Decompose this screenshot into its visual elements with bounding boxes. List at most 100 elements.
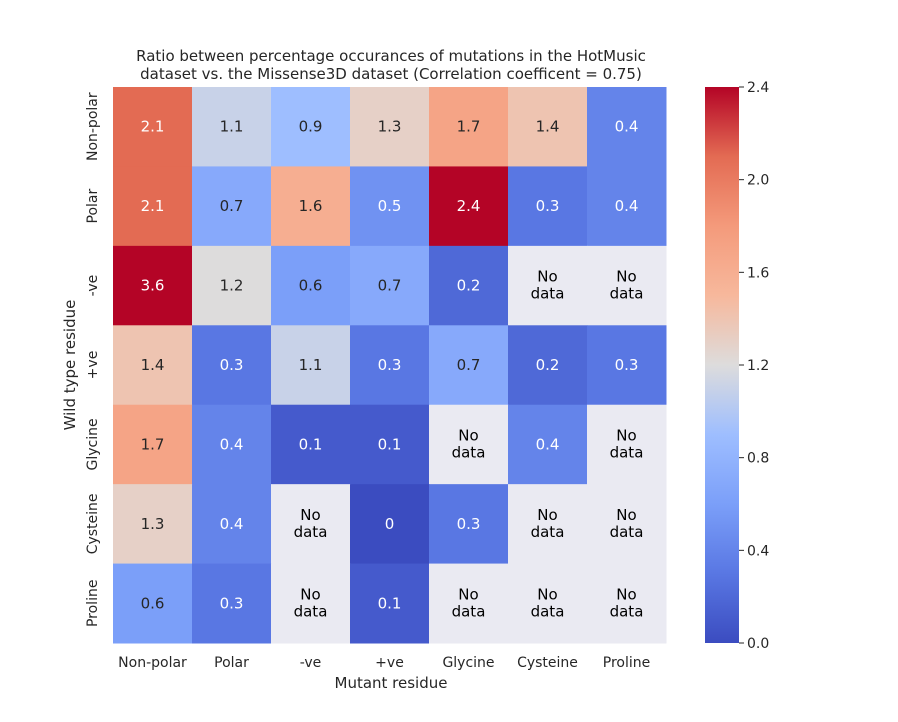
cell-value-label: 1.3 bbox=[141, 515, 165, 533]
heatmap-cell bbox=[508, 166, 588, 247]
heatmap-cell bbox=[271, 87, 351, 167]
heatmap-cell bbox=[429, 325, 509, 406]
cell-value-label: 0.6 bbox=[141, 594, 165, 612]
cell-value-label: 0.3 bbox=[457, 515, 481, 533]
y-tick-label: +ve bbox=[85, 351, 101, 380]
cell-value-label: No data bbox=[531, 506, 565, 541]
cell-value-label: No data bbox=[531, 268, 565, 303]
heatmap-cell bbox=[429, 166, 509, 247]
chart-title-line-1: Ratio between percentage occurances of m… bbox=[136, 47, 646, 65]
cell-value-label: No data bbox=[531, 585, 565, 620]
heatmap-cell bbox=[587, 325, 667, 406]
heatmap-cell bbox=[271, 166, 351, 247]
heatmap-cell bbox=[508, 87, 588, 167]
x-axis-label: Mutant residue bbox=[335, 674, 448, 692]
cell-value-label: 2.4 bbox=[457, 197, 481, 215]
colorbar-tick-label: 0.8 bbox=[747, 451, 769, 467]
cell-value-label: 0.5 bbox=[378, 197, 402, 215]
heatmap-cell-missing bbox=[429, 404, 509, 485]
cell-value-label: 1.1 bbox=[220, 118, 244, 136]
cell-value-label: 0.4 bbox=[536, 435, 560, 453]
heatmap-cell-missing bbox=[587, 563, 667, 644]
colorbar-tick-label: 1.2 bbox=[747, 358, 769, 374]
heatmap-cell bbox=[192, 245, 272, 326]
cell-value-label: No data bbox=[610, 426, 644, 461]
heatmap-cell bbox=[113, 325, 193, 406]
x-tick-label: Cysteine bbox=[517, 655, 578, 671]
x-tick-label: +ve bbox=[375, 655, 404, 671]
cell-value-label: 0.1 bbox=[378, 435, 402, 453]
heatmap-cell bbox=[587, 166, 667, 247]
cell-value-label: 1.7 bbox=[141, 435, 165, 453]
heatmap-cell-missing bbox=[587, 245, 667, 326]
heatmap-cell-missing bbox=[271, 484, 351, 565]
heatmap-cell bbox=[271, 245, 351, 326]
cell-value-label: 0.4 bbox=[220, 515, 244, 533]
heatmap-cell bbox=[192, 404, 272, 485]
cell-value-label: 0.1 bbox=[378, 594, 402, 612]
y-tick-label: Proline bbox=[85, 580, 101, 627]
heatmap-cell bbox=[113, 166, 193, 247]
cell-value-label: No data bbox=[610, 268, 644, 303]
heatmap-cell-missing bbox=[429, 563, 509, 644]
colorbar-tick-label: 0.0 bbox=[747, 636, 769, 652]
cell-value-label: 0.7 bbox=[457, 356, 481, 374]
x-tick-label: Non-polar bbox=[118, 655, 187, 671]
heatmap-cell bbox=[192, 87, 272, 167]
heatmap-cell bbox=[113, 87, 193, 167]
heatmap-cell bbox=[350, 166, 430, 247]
heatmap-cell bbox=[113, 404, 193, 485]
x-tick-label: Glycine bbox=[442, 655, 494, 671]
heatmap-cell bbox=[587, 87, 667, 167]
cell-value-label: 0.3 bbox=[220, 356, 244, 374]
heatmap-cell bbox=[508, 325, 588, 406]
y-tick-label: -ve bbox=[85, 275, 101, 297]
heatmap-cell bbox=[113, 245, 193, 326]
cell-value-label: 1.4 bbox=[141, 356, 165, 374]
cell-value-label: 0.3 bbox=[220, 594, 244, 612]
heatmap-cell-missing bbox=[587, 404, 667, 485]
heatmap-cell bbox=[271, 404, 351, 485]
heatmap-cell bbox=[350, 484, 430, 565]
x-tick-label: Proline bbox=[603, 655, 650, 671]
heatmap-cell bbox=[350, 87, 430, 167]
heatmap-cell bbox=[508, 404, 588, 485]
y-tick-label: Cysteine bbox=[85, 493, 101, 554]
heatmap-cell bbox=[429, 87, 509, 167]
cell-value-label: No data bbox=[610, 585, 644, 620]
cell-value-label: No data bbox=[452, 426, 486, 461]
heatmap-cell bbox=[429, 484, 509, 565]
cell-value-label: No data bbox=[294, 506, 328, 541]
heatmap-cell bbox=[192, 484, 272, 565]
cell-value-label: 2.1 bbox=[141, 118, 165, 136]
cell-value-label: 1.1 bbox=[299, 356, 323, 374]
cell-value-label: 0.6 bbox=[299, 277, 323, 295]
heatmap-cell bbox=[350, 325, 430, 406]
cell-value-label: 0 bbox=[385, 515, 395, 533]
heatmap-cell-missing bbox=[508, 245, 588, 326]
cell-value-label: 0.2 bbox=[536, 356, 560, 374]
cell-value-label: 1.3 bbox=[378, 118, 402, 136]
heatmap-cell bbox=[350, 404, 430, 485]
cell-value-label: 2.1 bbox=[141, 197, 165, 215]
heatmap-cell bbox=[192, 325, 272, 406]
heatmap-cell bbox=[192, 563, 272, 644]
cell-value-label: 0.3 bbox=[536, 197, 560, 215]
heatmap-cell bbox=[113, 563, 193, 644]
colorbar-tick-label: 2.0 bbox=[747, 173, 769, 189]
heatmap-cell bbox=[350, 245, 430, 326]
cell-value-label: 1.2 bbox=[220, 277, 244, 295]
cell-value-label: No data bbox=[610, 506, 644, 541]
heatmap-cell-missing bbox=[508, 484, 588, 565]
cell-value-label: No data bbox=[294, 585, 328, 620]
cell-value-label: 1.4 bbox=[536, 118, 560, 136]
cell-value-label: 0.3 bbox=[615, 356, 639, 374]
heatmap-cell-missing bbox=[271, 563, 351, 644]
y-axis-label: Wild type residue bbox=[61, 300, 79, 431]
cell-value-label: 0.7 bbox=[378, 277, 402, 295]
cell-value-label: 0.4 bbox=[615, 118, 639, 136]
heatmap-cell bbox=[429, 245, 509, 326]
cell-value-label: No data bbox=[452, 585, 486, 620]
heatmap-cells: 2.1 1.1 0.9 1.3 1.7 1.4 0.4 2.1 0.7 1.6 0.5 2.4 0.3 0… bbox=[113, 87, 667, 644]
